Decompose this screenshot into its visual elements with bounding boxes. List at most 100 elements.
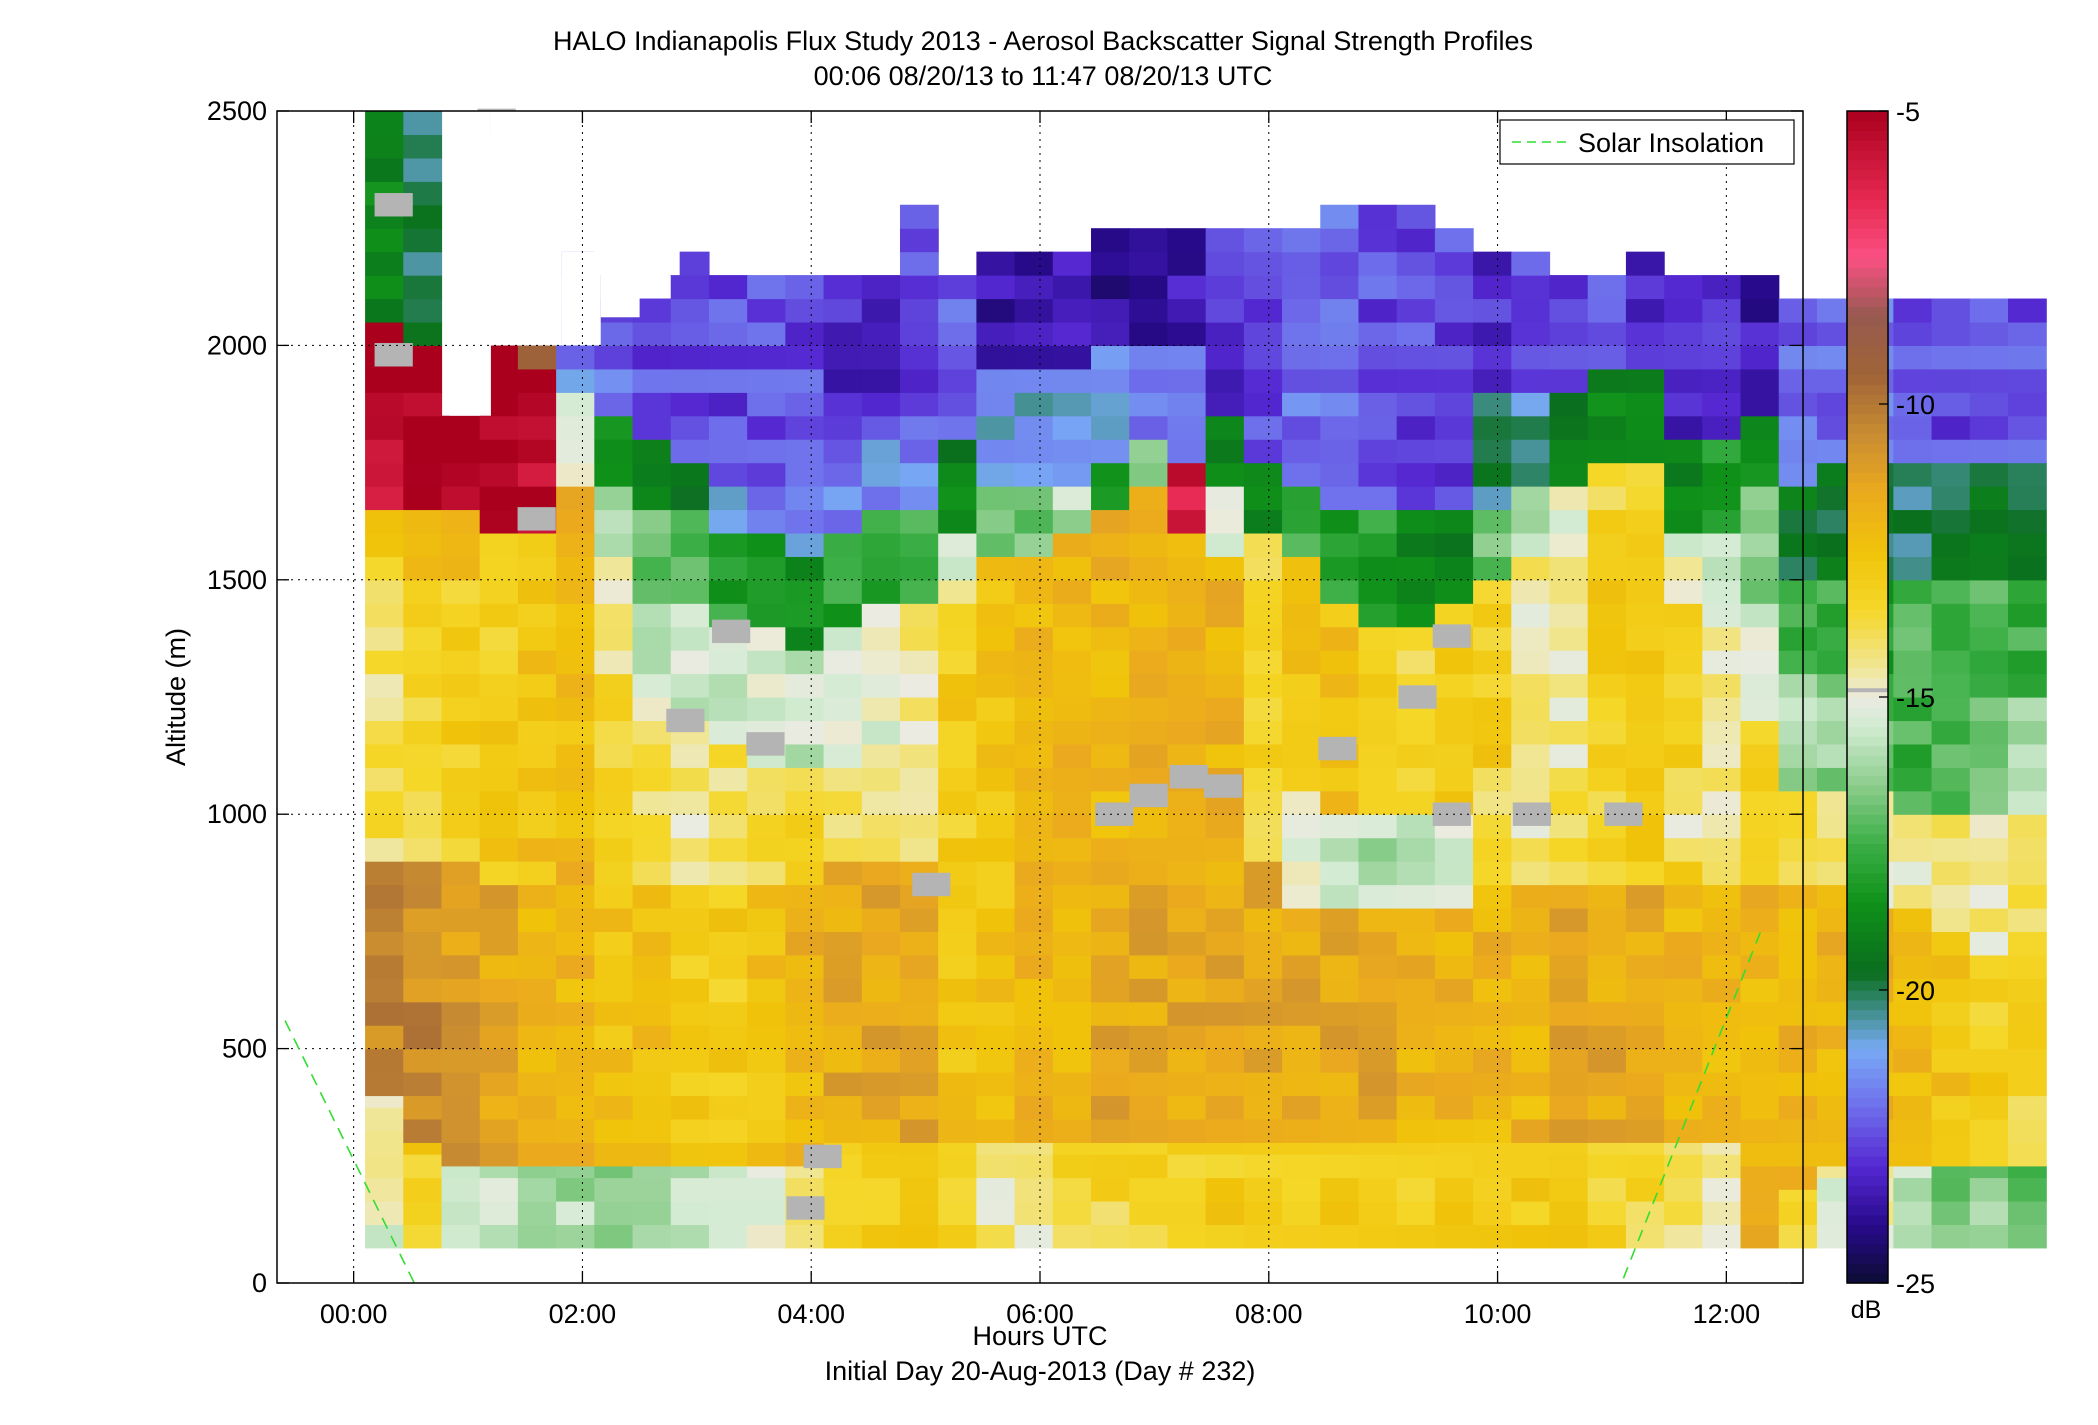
heatmap-cell — [365, 321, 404, 346]
heatmap-cell — [1778, 486, 1818, 511]
heatmap-cell — [823, 321, 863, 346]
colorbar-band — [1847, 1116, 1888, 1128]
heatmap-cell — [1549, 673, 1589, 698]
heatmap-cell — [594, 1200, 634, 1225]
heatmap-cell — [785, 532, 825, 557]
heatmap-cell — [708, 345, 748, 370]
heatmap-cell — [938, 1025, 977, 1050]
heatmap-cell — [517, 1001, 557, 1026]
heatmap-cell — [938, 954, 977, 979]
heatmap-cell — [1473, 1095, 1512, 1120]
heatmap-cell — [861, 532, 901, 557]
heatmap-cell — [1778, 884, 1818, 909]
heatmap-cell — [1052, 1224, 1092, 1249]
heatmap-cell — [1320, 275, 1360, 300]
heatmap-cell — [976, 978, 1016, 1003]
heatmap-cell — [1052, 486, 1092, 511]
heatmap-cell — [594, 1025, 634, 1050]
heatmap-cell — [899, 1224, 939, 1249]
heatmap-cell — [1740, 1048, 1780, 1073]
heatmap-cell — [747, 884, 786, 909]
heatmap-cell — [1778, 626, 1818, 651]
heatmap-cell — [1778, 1118, 1818, 1143]
heatmap-cell — [556, 931, 595, 956]
heatmap-cell — [1778, 1224, 1818, 1249]
heatmap-cell — [861, 368, 901, 393]
heatmap-cell — [556, 1224, 595, 1249]
heatmap-cell — [1396, 931, 1436, 956]
heatmap-cell — [823, 298, 863, 323]
heatmap-cell — [479, 650, 519, 675]
heatmap-cell — [708, 321, 748, 346]
heatmap-cell — [1091, 1200, 1130, 1225]
heatmap-cell — [1473, 603, 1512, 628]
heatmap-cell — [441, 861, 481, 886]
heatmap-cell — [365, 228, 404, 253]
heatmap-cell — [1243, 556, 1283, 581]
heatmap-cell — [403, 368, 443, 393]
heatmap-cell — [556, 1142, 595, 1167]
heatmap-cell — [1549, 345, 1589, 370]
heatmap-cell — [1282, 392, 1321, 417]
heatmap-cell — [1358, 298, 1398, 323]
heatmap-cell — [785, 743, 825, 768]
heatmap-cell — [1664, 814, 1703, 839]
colorbar-band — [1847, 716, 1888, 727]
heatmap-cell — [1587, 321, 1627, 346]
heatmap-cell — [785, 1072, 825, 1097]
heatmap-cell — [1320, 697, 1360, 722]
heatmap-cell — [1473, 1025, 1512, 1050]
colorbar-band — [1847, 648, 1888, 659]
heatmap-cell — [1511, 907, 1551, 932]
heatmap-cell — [823, 1224, 863, 1249]
heatmap-cell — [1702, 954, 1742, 979]
heatmap-cell — [2007, 1177, 2047, 1202]
heatmap-cell — [403, 1177, 443, 1202]
heatmap-cell — [976, 532, 1016, 557]
heatmap-cell — [1129, 861, 1169, 886]
heatmap-cell — [1969, 1177, 2009, 1202]
heatmap-cell — [1243, 861, 1283, 886]
heatmap-cell — [1473, 837, 1512, 862]
heatmap-cell — [1931, 931, 1971, 956]
heatmap-cell — [403, 321, 443, 346]
colorbar-band — [1847, 159, 1888, 171]
colorbar-ticks: -5-10-15-20-25 — [1879, 97, 1935, 1299]
heatmap-cell — [1740, 884, 1780, 909]
heatmap-cell — [1014, 743, 1054, 768]
heatmap-cell — [823, 650, 863, 675]
heatmap-cell — [823, 1048, 863, 1073]
heatmap-cell — [1702, 509, 1742, 534]
heatmap-cell — [517, 1142, 557, 1167]
heatmap-cell — [2007, 720, 2047, 745]
heatmap-cell — [823, 462, 863, 487]
heatmap-cell — [670, 345, 710, 370]
heatmap-cell — [403, 650, 443, 675]
heatmap-cell — [632, 861, 672, 886]
heatmap-cell — [1091, 861, 1130, 886]
heatmap-cell — [1625, 650, 1665, 675]
heatmap-cell — [899, 228, 939, 253]
heatmap-cell — [1740, 1142, 1780, 1167]
heatmap-cell — [365, 814, 404, 839]
heatmap-cell — [1664, 1154, 1703, 1179]
heatmap-cell — [1587, 509, 1627, 534]
heatmap-cell — [1511, 697, 1551, 722]
heatmap-cell — [403, 392, 443, 417]
heatmap-cell — [1129, 275, 1169, 300]
heatmap-cell — [1778, 978, 1818, 1003]
heatmap-cell — [861, 931, 901, 956]
heatmap-cell — [708, 931, 748, 956]
colorbar-band — [1847, 950, 1888, 962]
heatmap-cell — [708, 861, 748, 886]
heatmap-cell — [1014, 462, 1054, 487]
colorbar-band — [1847, 267, 1888, 278]
heatmap-cell — [1434, 345, 1474, 370]
heatmap-cell — [861, 556, 901, 581]
heatmap-cell — [1740, 1118, 1780, 1143]
heatmap-cell — [479, 790, 519, 815]
heatmap-cell — [1282, 767, 1321, 792]
heatmap-cell — [1358, 1025, 1398, 1050]
heatmap-cell — [1587, 345, 1627, 370]
heatmap-cell — [747, 790, 786, 815]
